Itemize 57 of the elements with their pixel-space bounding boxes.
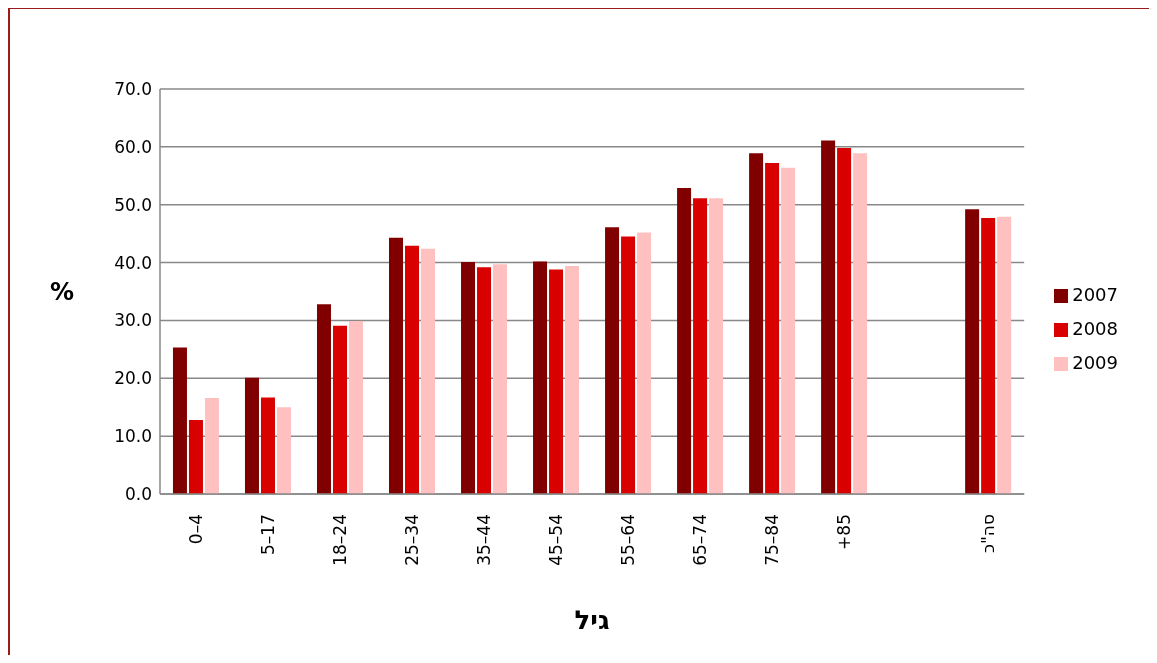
x-tick-label: 55–64 — [618, 514, 639, 566]
bar — [853, 153, 868, 494]
bar — [533, 261, 548, 494]
bar — [332, 325, 347, 494]
y-tick-label: 60.0 — [114, 136, 152, 157]
x-tick-label: +85 — [834, 514, 855, 550]
bar — [749, 153, 764, 494]
bar — [677, 187, 692, 494]
bar — [981, 218, 996, 494]
x-tick-label: 18–24 — [330, 514, 351, 566]
bar — [709, 198, 724, 494]
bar — [421, 248, 436, 494]
bar — [997, 216, 1012, 494]
bar — [549, 269, 564, 494]
bar — [637, 232, 652, 494]
y-tick-label: 50.0 — [114, 194, 152, 215]
x-tick-label: 45–54 — [546, 514, 567, 566]
bar — [348, 321, 363, 494]
y-axis-title: % — [50, 278, 75, 307]
bar — [621, 236, 636, 494]
y-tick-label: 10.0 — [114, 426, 152, 447]
bar — [316, 304, 331, 494]
bar — [765, 163, 780, 494]
bar — [965, 209, 980, 494]
bar — [693, 198, 708, 494]
bar — [188, 419, 203, 494]
bar — [493, 264, 508, 494]
legend-label: 2009 — [1072, 352, 1118, 373]
bar — [821, 140, 836, 494]
x-tick-label: 0–4 — [186, 514, 207, 545]
y-tick-label: 20.0 — [114, 368, 152, 389]
y-tick-label: 40.0 — [114, 252, 152, 273]
bar — [405, 245, 420, 494]
legend-label: 2007 — [1072, 284, 1118, 305]
legend-label: 2008 — [1072, 318, 1118, 339]
x-tick-label: 65–74 — [690, 514, 711, 566]
y-tick-label: 0.0 — [124, 484, 152, 505]
x-tick-label: סה"כ — [978, 514, 999, 553]
bar — [244, 377, 259, 494]
x-tick-label: 75–84 — [762, 514, 783, 566]
x-tick-label: 35–44 — [474, 514, 495, 566]
bar — [389, 237, 404, 494]
bar — [781, 167, 796, 494]
bar — [204, 397, 219, 494]
bar — [837, 148, 852, 494]
bar — [172, 347, 187, 494]
bar — [276, 407, 291, 494]
bar — [461, 261, 476, 494]
x-axis-title: גיל — [574, 605, 610, 635]
bar — [477, 267, 492, 494]
y-tick-label: 70.0 — [114, 79, 152, 100]
y-tick-label: 30.0 — [114, 310, 152, 331]
bar — [565, 266, 580, 494]
x-tick-label: 5–17 — [258, 514, 279, 555]
bar — [605, 227, 620, 494]
x-tick-label: 25–34 — [402, 514, 423, 566]
bar — [260, 397, 275, 494]
